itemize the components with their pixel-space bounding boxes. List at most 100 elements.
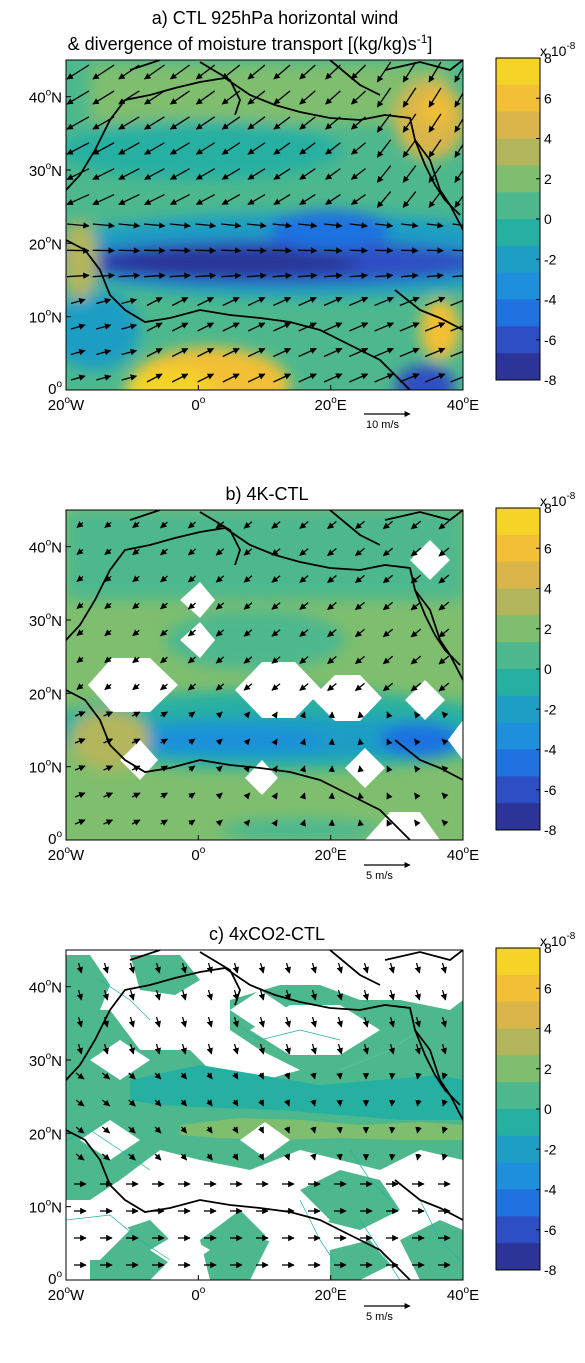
colorbar-tick-label: 8 [544,940,552,956]
wind-vector [103,792,114,799]
wind-vector [440,1043,447,1055]
wind-vector [195,222,217,229]
wind-vector [104,521,112,529]
wind-vector [222,296,240,307]
x-tick-label: 20oE [315,395,347,414]
wind-vector [354,547,365,557]
wind-vector [257,1072,265,1080]
y-tick-label: 20oN [29,1124,62,1143]
wind-vector [66,193,90,206]
wind-vector [96,297,112,305]
wind-vector [101,1153,111,1161]
colorbar-swatch [496,1243,540,1271]
wind-vector [441,792,449,800]
wind-vector [247,296,266,307]
colorbar-swatch [496,1028,540,1056]
wind-vector [354,682,365,692]
wind-vector [327,655,337,665]
colorbar-tick-label: -6 [544,332,557,348]
wind-vector [215,792,223,800]
wind-vector [327,601,337,611]
wind-vector [232,1043,239,1055]
wind-vector [299,64,316,80]
wind-vector [187,629,197,637]
wind-vector [75,1072,85,1080]
wind-vector [143,194,165,205]
wind-vector [382,601,394,611]
wind-vector [325,194,341,205]
wind-vector [221,142,241,155]
wind-vector [272,222,293,229]
wind-vector [399,373,420,383]
colorbar-tick-label: 6 [544,90,552,106]
wind-vector [428,191,442,208]
colorbar-swatch [496,58,540,86]
wind-vector [66,168,90,180]
wind-vector [246,222,267,229]
wind-vector [169,90,190,105]
panel-c: c) 4xCO2-CTL [29,924,576,1323]
wind-vector [410,601,422,611]
wind-vector [374,296,394,307]
wind-vector [104,656,112,664]
wind-vector [131,738,141,745]
wind-vector [327,628,337,638]
wind-vector [271,521,281,529]
wind-vector [215,575,225,583]
wind-vector [128,962,135,974]
wind-vector [76,962,83,974]
wind-vector [428,165,442,183]
wind-vector [118,272,141,279]
wind-vector [92,272,115,279]
wind-vector [349,272,368,280]
wind-vector [121,348,138,356]
colorbar-swatch [496,642,540,670]
wind-vector [271,711,278,719]
wind-vector [101,1072,111,1080]
wind-vector [362,989,369,1001]
wind-vector [299,656,309,664]
wind-vector [169,142,190,155]
wind-vector [386,765,393,773]
colorbar-swatch [496,1135,540,1164]
wind-vector [247,90,266,105]
panel-a: a) CTL 925hPa horizontal wind & divergen… [29,8,576,431]
wind-vector [414,1043,421,1055]
wind-vector [299,90,316,105]
wind-vector [271,602,281,610]
colorbar-swatch [496,326,540,354]
y-tick-label: 40oN [29,978,62,997]
wind-vector [323,347,343,358]
colorbar-swatch [496,534,540,563]
wind-vector [258,989,265,1001]
wind-vector [160,521,168,529]
wind-vector [441,1153,448,1161]
wind-vector [118,168,140,180]
wind-vector [376,139,392,158]
colorbar-swatch [496,561,540,589]
wind-vector [171,296,189,307]
wind-vector [299,792,306,800]
wind-vector [222,322,240,332]
wind-vector [299,602,309,610]
wind-vector [215,683,225,691]
colorbar-tick-label: -8 [544,1262,557,1278]
wind-vector [298,222,318,229]
wind-vector [160,819,168,826]
wind-vector [215,765,223,773]
wind-vector [215,656,225,664]
wind-vector [382,520,394,530]
wind-vector [402,165,417,183]
wind-vector [102,962,109,974]
wind-vector [243,711,251,719]
wind-vector [160,629,168,637]
y-tick-label: 40oN [29,538,62,557]
wind-vector [399,322,420,332]
wind-vector [426,222,444,229]
x-tick-label: 20oW [48,845,85,864]
colorbar-tick-label: 4 [544,581,552,597]
wind-vector [374,373,394,383]
wind-vector [104,683,112,691]
